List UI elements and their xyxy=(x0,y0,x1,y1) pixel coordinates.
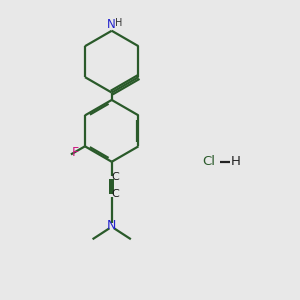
Text: N: N xyxy=(107,18,116,31)
Text: F: F xyxy=(71,146,79,159)
Text: N: N xyxy=(107,220,116,232)
Text: C: C xyxy=(112,189,119,199)
Text: Cl: Cl xyxy=(202,155,215,168)
Text: H: H xyxy=(231,155,241,168)
Text: C: C xyxy=(112,172,119,182)
Text: H: H xyxy=(115,18,122,28)
